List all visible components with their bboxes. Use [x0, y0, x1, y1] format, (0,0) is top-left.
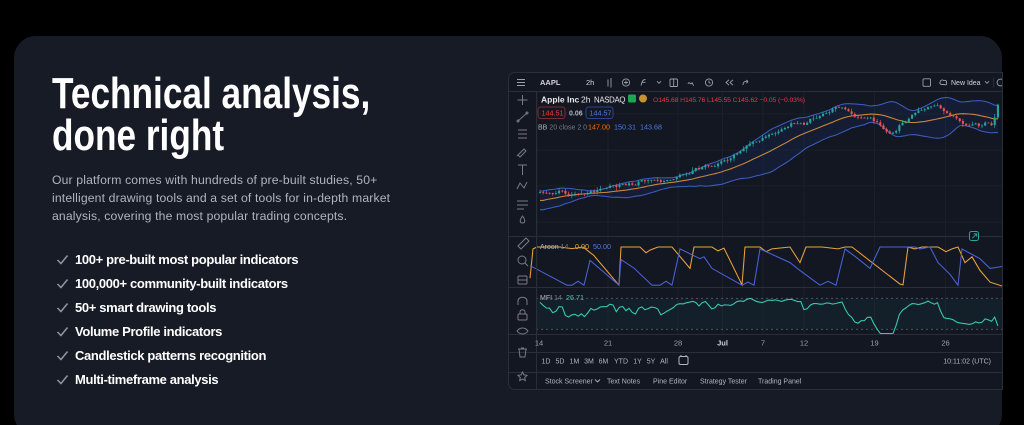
svg-text:10:11:02 (UTC): 10:11:02 (UTC): [943, 359, 991, 366]
svg-text:26: 26: [941, 339, 949, 348]
svg-text:1D: 1D: [542, 359, 551, 366]
svg-text:144.57: 144.57: [590, 109, 612, 118]
svg-text:MFI 14: MFI 14: [540, 295, 562, 302]
svg-text:5D: 5D: [556, 359, 565, 366]
svg-text:21: 21: [604, 339, 612, 348]
svg-text:5Y: 5Y: [647, 359, 656, 366]
svg-text:Text Notes: Text Notes: [607, 379, 641, 386]
svg-text:BB 20 close 2 0: BB 20 close 2 0: [538, 125, 587, 132]
svg-text:6M: 6M: [599, 359, 609, 366]
svg-text:Strategy Tester: Strategy Tester: [700, 379, 748, 386]
svg-text:0.06: 0.06: [569, 111, 583, 118]
svg-text:Jul: Jul: [717, 339, 728, 348]
svg-text:Pine Editor: Pine Editor: [653, 379, 688, 386]
svg-text:Trading Panel: Trading Panel: [758, 379, 802, 386]
svg-text:NASDAQ: NASDAQ: [594, 96, 625, 105]
svg-text:150.31: 150.31: [614, 123, 636, 132]
svg-text:AAPL: AAPL: [540, 78, 561, 87]
svg-text:2h: 2h: [586, 78, 594, 87]
svg-text:Stock Screener: Stock Screener: [545, 379, 594, 386]
svg-text:0.00: 0.00: [575, 242, 589, 251]
svg-text:3M: 3M: [584, 359, 594, 366]
svg-text:14: 14: [535, 339, 543, 348]
svg-text:All: All: [660, 359, 668, 366]
svg-text:19: 19: [870, 339, 878, 348]
svg-text:New Idea: New Idea: [951, 80, 981, 87]
svg-text:YTD: YTD: [614, 359, 628, 366]
svg-text:144.51: 144.51: [542, 109, 564, 118]
svg-text:2h: 2h: [581, 95, 591, 105]
svg-text:1M: 1M: [570, 359, 580, 366]
svg-text:7: 7: [761, 339, 765, 348]
svg-text:143.68: 143.68: [640, 123, 662, 132]
svg-text:12: 12: [800, 339, 808, 348]
svg-text:1Y: 1Y: [633, 359, 642, 366]
svg-text:Aroon 14: Aroon 14: [540, 244, 569, 251]
svg-text:147.00: 147.00: [588, 123, 610, 132]
svg-text:O145.68 H145.76 L145.55 C145.6: O145.68 H145.76 L145.55 C145.62 −0.05 (−…: [653, 97, 805, 104]
svg-text:26.71: 26.71: [566, 293, 584, 302]
svg-text:Apple Inc: Apple Inc: [541, 95, 580, 105]
svg-text:28: 28: [674, 339, 682, 348]
svg-text:50.00: 50.00: [593, 242, 611, 251]
